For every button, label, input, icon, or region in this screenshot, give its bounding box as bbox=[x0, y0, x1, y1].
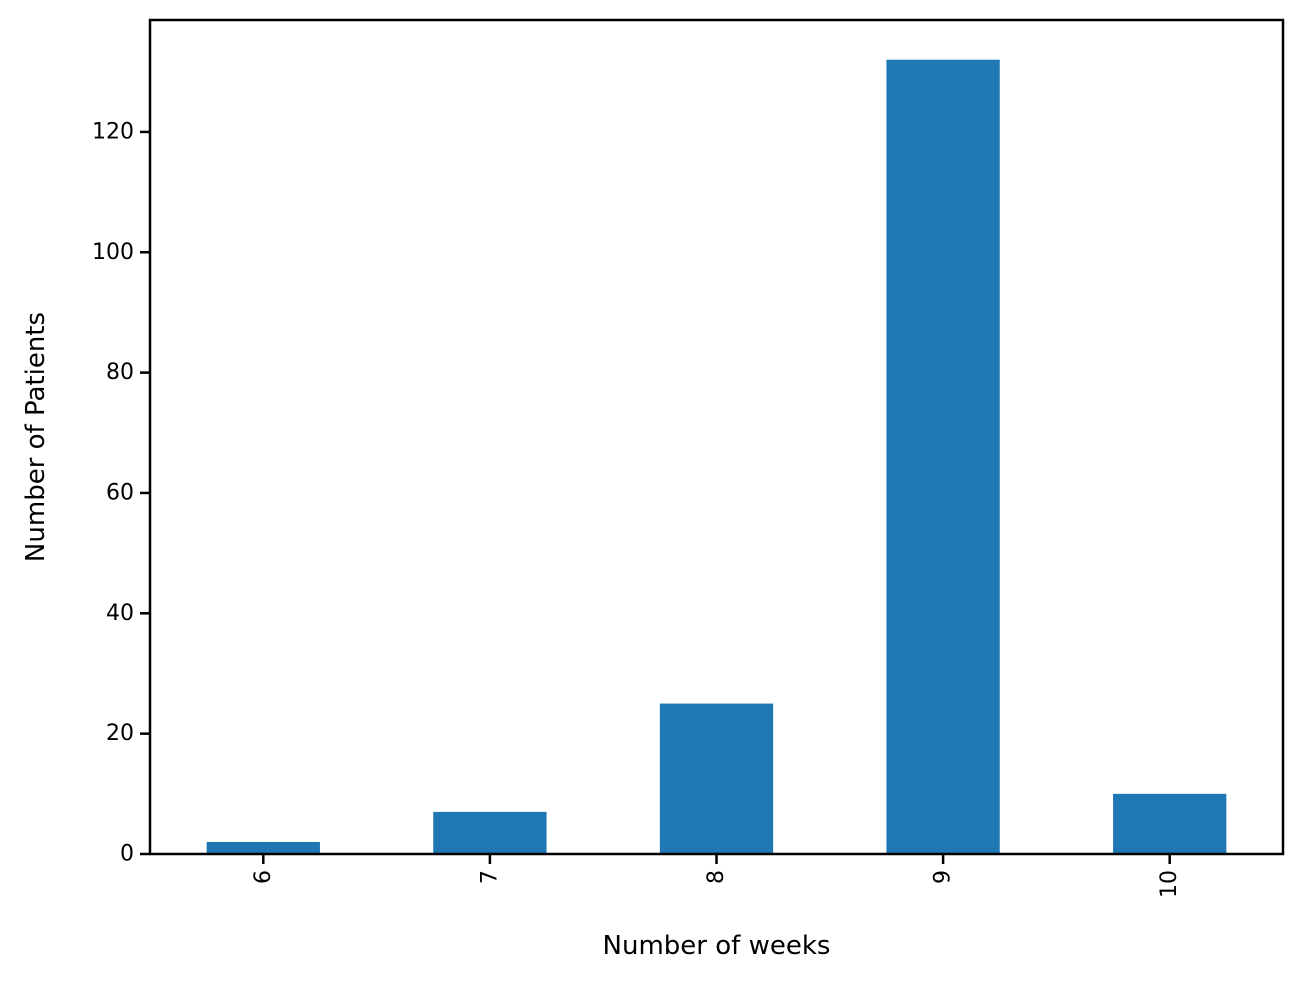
bars-group bbox=[206, 59, 1227, 854]
x-tick-label: 10 bbox=[1157, 870, 1182, 898]
y-tick-label: 100 bbox=[92, 240, 134, 265]
bar-7 bbox=[433, 811, 547, 854]
y-tick-label: 80 bbox=[106, 360, 134, 385]
y-axis-label: Number of Patients bbox=[21, 312, 51, 562]
x-tick-label: 8 bbox=[704, 870, 729, 884]
x-tick-label: 6 bbox=[251, 870, 276, 884]
bar-10 bbox=[1113, 793, 1227, 854]
y-tick-label: 120 bbox=[92, 119, 134, 144]
x-tick-label: 9 bbox=[931, 870, 956, 884]
y-tick-label: 0 bbox=[120, 842, 134, 867]
bar-9 bbox=[886, 59, 1000, 854]
plot-frame bbox=[148, 18, 1285, 856]
y-tick-label: 40 bbox=[106, 601, 134, 626]
y-tick-label: 60 bbox=[106, 480, 134, 505]
x-axis-label: Number of weeks bbox=[603, 931, 831, 961]
bar-6 bbox=[206, 841, 320, 854]
bar-8 bbox=[659, 703, 774, 854]
y-tick-label: 20 bbox=[106, 721, 134, 746]
y-axis-ticks: 0 20 40 60 80 100 120 bbox=[92, 119, 150, 867]
x-axis-ticks: 6 7 8 9 10 bbox=[251, 854, 1182, 898]
x-tick-label: 7 bbox=[477, 870, 502, 884]
